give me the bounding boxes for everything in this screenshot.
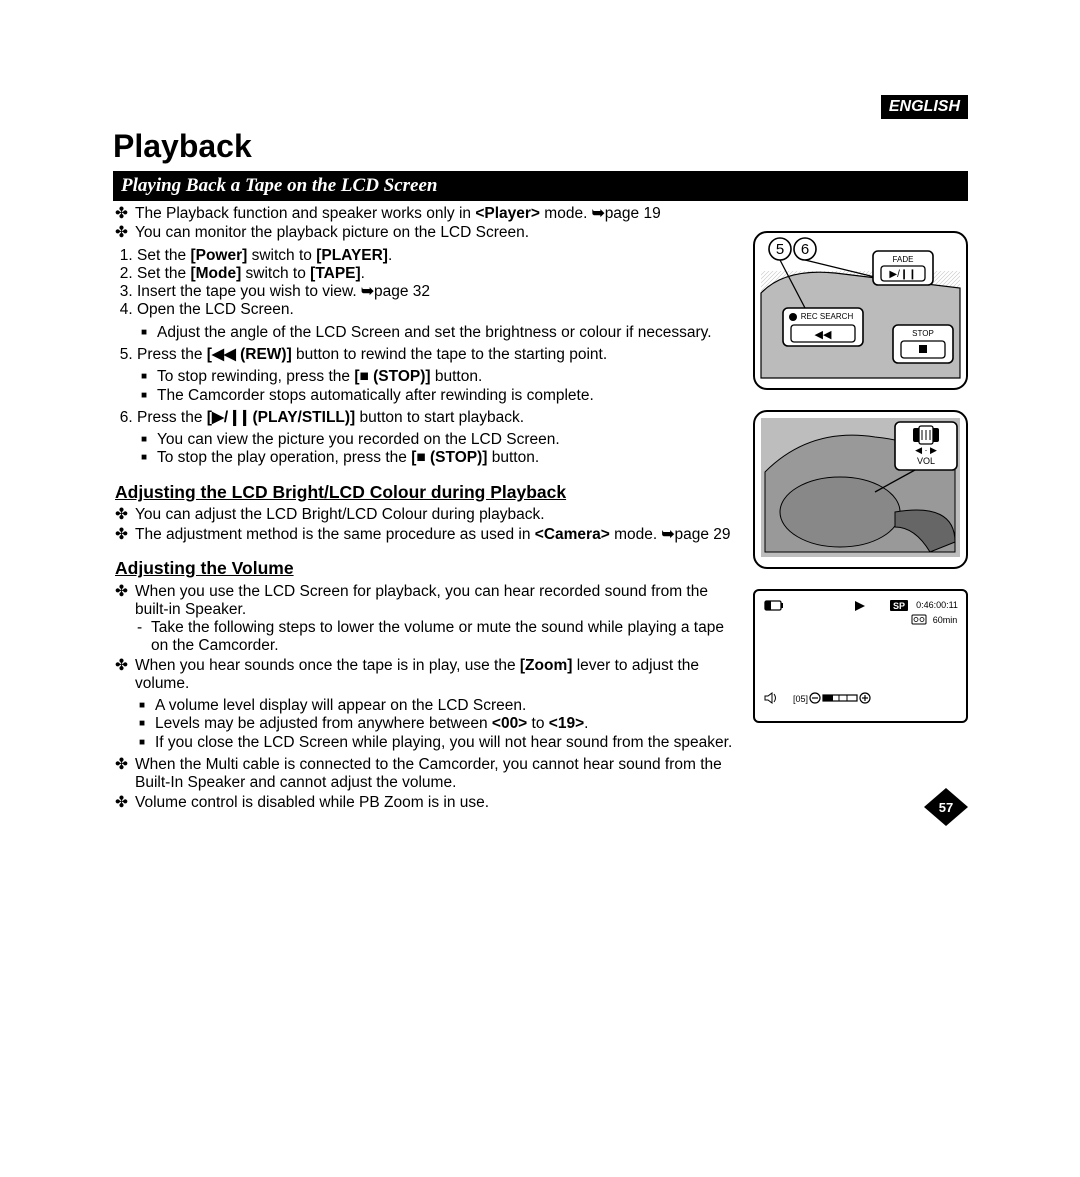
svg-text:▶/❙❙: ▶/❙❙ (889, 269, 916, 280)
subheading-volume: Adjusting the Volume (115, 558, 738, 579)
page-number: 57 (924, 788, 968, 826)
volume-subitem: A volume level display will appear on th… (155, 697, 738, 715)
step-subitem: You can view the picture you recorded on… (157, 431, 738, 449)
figure-lcd-screen: SP 0:46:00:11 60min [05] (753, 589, 968, 723)
intro-item: You can monitor the playback picture on … (135, 224, 738, 242)
step-subitem: The Camcorder stops automatically after … (157, 387, 738, 405)
language-badge: ENGLISH (881, 95, 968, 119)
subheading-lcd: Adjusting the LCD Bright/LCD Colour duri… (115, 482, 738, 503)
stop-label: STOP (912, 329, 934, 338)
volume-value: [05] (793, 694, 808, 704)
callout-6: 6 (801, 241, 809, 258)
step-item: Insert the tape you wish to view. ➥page … (137, 283, 738, 301)
volume-subitem: If you close the LCD Screen while playin… (155, 734, 738, 752)
volume-item: When you use the LCD Screen for playback… (135, 583, 738, 656)
step-item: Set the [Mode] switch to [TAPE]. (137, 265, 738, 283)
volume-item: When the Multi cable is connected to the… (135, 756, 738, 793)
step-item: Press the [▶/❙❙ (PLAY/STILL)] button to … (137, 409, 738, 468)
fade-label: FADE (893, 255, 914, 264)
svg-text:▶: ▶ (942, 432, 949, 441)
intro-list: The Playback function and speaker works … (113, 205, 738, 243)
step-item: Set the [Power] switch to [PLAYER]. (137, 247, 738, 265)
steps-list: Set the [Power] switch to [PLAYER].Set t… (113, 247, 738, 468)
svg-text:◀ · ▶: ◀ · ▶ (915, 445, 937, 455)
figure-buttons-diagram: 5 6 FADE ▶/❙❙ REC SEARCH ◀◀ STOP (753, 231, 968, 390)
timecode: 0:46:00:11 (916, 600, 958, 610)
rec-search-label: REC SEARCH (801, 312, 854, 321)
step-subitem: To stop the play operation, press the [■… (157, 449, 738, 467)
tape-remaining: 60min (933, 615, 958, 625)
section-title: Playing Back a Tape on the LCD Screen (113, 171, 968, 201)
intro-item: The Playback function and speaker works … (135, 205, 738, 223)
callout-5: 5 (776, 241, 784, 258)
volume-subitem: Levels may be adjusted from anywhere bet… (155, 715, 738, 733)
volume-item: When you hear sounds once the tape is in… (135, 657, 738, 752)
lcd-adjust-list: You can adjust the LCD Bright/LCD Colour… (113, 506, 738, 544)
volume-item: Volume control is disabled while PB Zoom… (135, 794, 738, 812)
vol-label: VOL (917, 456, 935, 466)
step-subitem: Adjust the angle of the LCD Screen and s… (157, 324, 738, 342)
sp-badge: SP (893, 601, 905, 611)
step-subitem: To stop rewinding, press the [■ (STOP)] … (157, 368, 738, 386)
svg-text:57: 57 (939, 800, 953, 815)
step-item: Press the [◀◀ (REW)] button to rewind th… (137, 346, 738, 405)
lcd-item: You can adjust the LCD Bright/LCD Colour… (135, 506, 738, 524)
lcd-item: The adjustment method is the same proced… (135, 526, 738, 544)
svg-text:◀◀: ◀◀ (815, 329, 832, 341)
page-title: Playback (113, 128, 968, 165)
svg-text:◀: ◀ (904, 432, 911, 441)
volume-list: When you use the LCD Screen for playback… (113, 583, 738, 812)
volume-subitem: Take the following steps to lower the vo… (151, 619, 738, 656)
step-item: Open the LCD Screen.Adjust the angle of … (137, 301, 738, 342)
figure-zoom-diagram: ◀ ▶ ◀ · ▶ VOL (753, 410, 968, 569)
